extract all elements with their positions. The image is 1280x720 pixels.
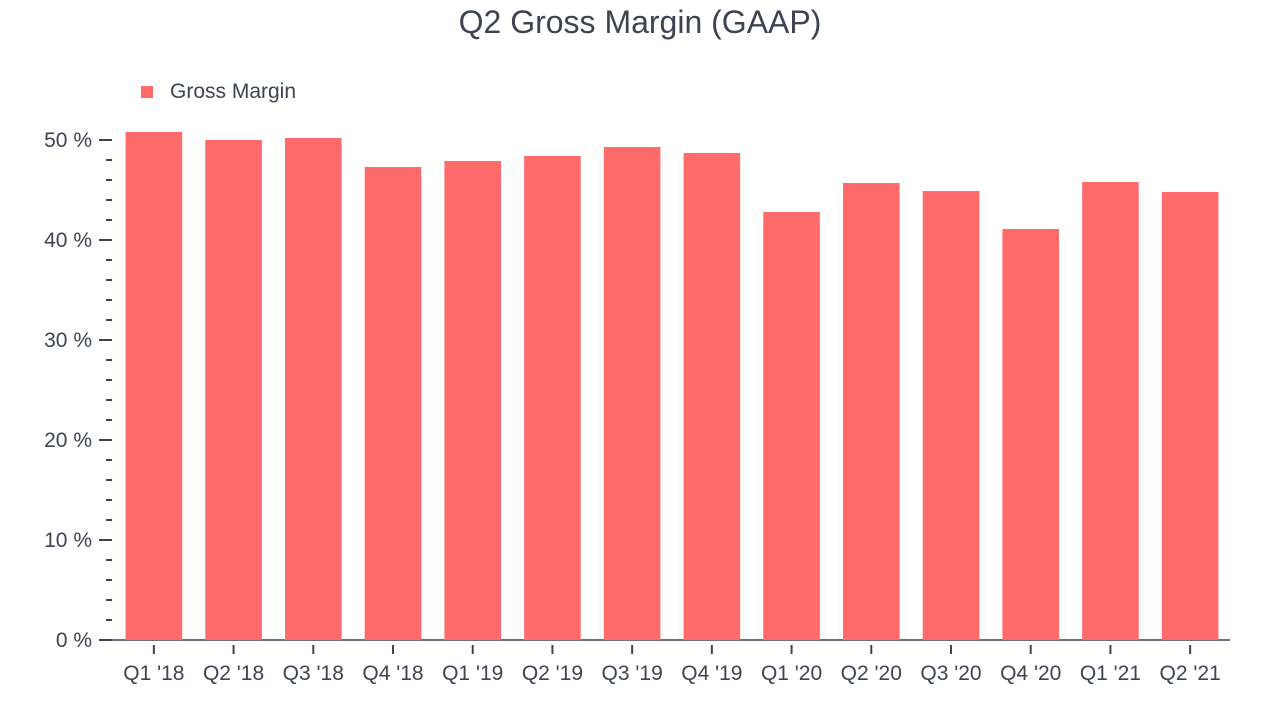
legend-label: Gross Margin bbox=[170, 80, 297, 103]
x-tick-label: Q3 '18 bbox=[283, 662, 344, 685]
x-tick-label: Q1 '19 bbox=[442, 662, 503, 685]
bar bbox=[284, 138, 342, 640]
bar bbox=[1082, 182, 1139, 640]
x-tick-label: Q2 '18 bbox=[203, 662, 264, 685]
bar bbox=[444, 161, 502, 640]
label-layer: 0 % 10 % 20 % 30 % 40 % 50 % Q1 '18 Q2 '18 Q3 '1… bbox=[44, 129, 1221, 685]
x-tick-label: Q2 '19 bbox=[522, 662, 583, 685]
bar bbox=[125, 132, 183, 640]
x-tick-label: Q2 '20 bbox=[841, 662, 902, 685]
bar bbox=[364, 167, 422, 640]
x-tick-label: Q4 '19 bbox=[681, 662, 742, 685]
x-tick-label: Q1 '21 bbox=[1080, 662, 1141, 685]
bar bbox=[763, 212, 820, 640]
axis-layer bbox=[99, 139, 1230, 654]
bar bbox=[205, 140, 262, 640]
y-tick-label: 10 % bbox=[44, 529, 92, 552]
bar bbox=[683, 153, 741, 640]
legend: Gross Margin bbox=[141, 80, 296, 104]
y-tick-label: 0 % bbox=[56, 629, 92, 652]
x-tick-label: Q4 '18 bbox=[362, 662, 423, 685]
bar bbox=[1002, 229, 1060, 640]
y-tick-label: 50 % bbox=[44, 129, 92, 152]
x-tick-label: Q1 '20 bbox=[761, 662, 822, 685]
bar bbox=[922, 191, 980, 640]
x-tick-label: Q1 '18 bbox=[123, 662, 184, 685]
y-tick-label: 30 % bbox=[44, 329, 92, 352]
bar-layer bbox=[125, 132, 1219, 640]
x-tick-label: Q3 '20 bbox=[920, 662, 981, 685]
chart-title: Q2 Gross Margin (GAAP) bbox=[458, 4, 822, 40]
x-tick-label: Q2 '21 bbox=[1160, 662, 1221, 685]
legend-swatch bbox=[141, 86, 153, 98]
bar bbox=[603, 147, 661, 640]
bar bbox=[842, 183, 900, 640]
y-tick-label: 40 % bbox=[44, 229, 92, 252]
x-tick-label: Q4 '20 bbox=[1000, 662, 1061, 685]
y-tick-label: 20 % bbox=[44, 429, 92, 452]
x-tick-label: Q3 '19 bbox=[602, 662, 663, 685]
bar bbox=[1161, 192, 1219, 640]
bar bbox=[524, 156, 581, 640]
